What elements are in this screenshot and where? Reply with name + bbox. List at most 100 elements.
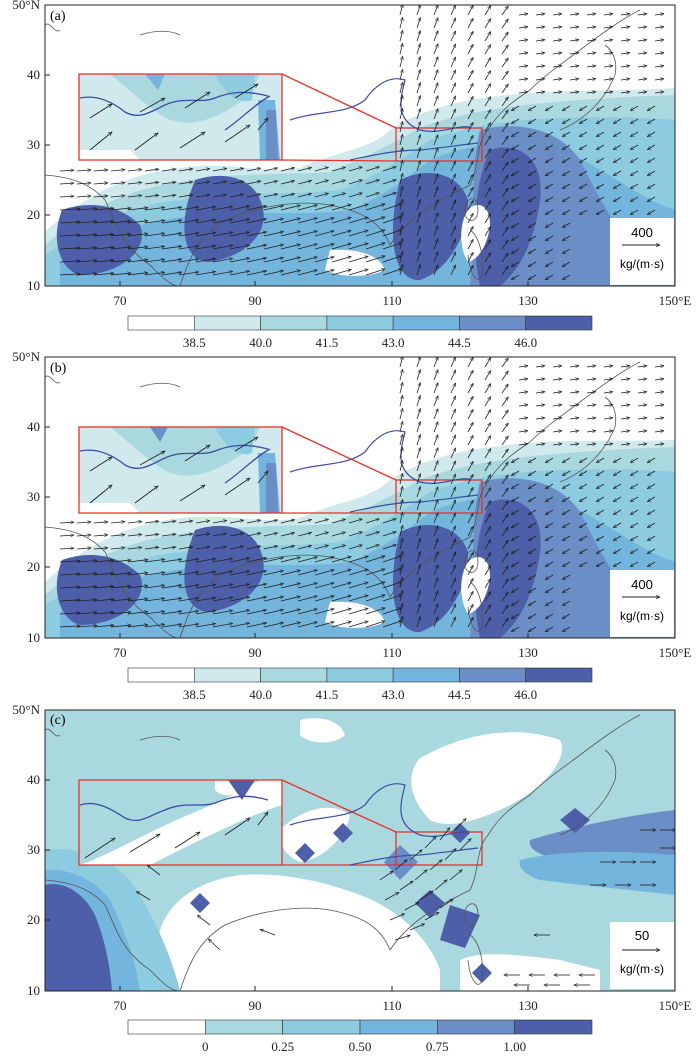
vector-arrow	[528, 274, 537, 280]
vector-arrow	[654, 379, 664, 380]
vector-arrow	[630, 105, 639, 111]
vector-arrow	[501, 149, 508, 159]
vector-arrow	[484, 514, 491, 524]
vector-arrow	[212, 597, 233, 602]
vector-arrow	[552, 405, 562, 406]
vector-arrow	[613, 157, 622, 163]
vector-arrow	[331, 257, 351, 263]
vector-arrow	[613, 196, 622, 202]
vector-arrow	[382, 569, 402, 576]
y-tick-label: 10	[27, 278, 40, 293]
x-tick-label: 70	[114, 645, 127, 660]
vector-arrow	[450, 604, 456, 615]
vector-arrow	[195, 611, 216, 615]
vector-arrow	[365, 532, 379, 537]
vector-arrow	[501, 449, 508, 459]
vector-arrow	[450, 109, 456, 120]
vector-arrow	[562, 157, 571, 163]
vector-arrow	[630, 118, 639, 124]
vector-arrow	[263, 194, 278, 198]
vector-arrow	[314, 557, 334, 563]
vector-arrow	[467, 409, 474, 420]
vector-arrow	[501, 123, 508, 133]
vector-arrow	[603, 79, 613, 80]
vector-arrow	[314, 205, 334, 211]
vector-arrow	[382, 167, 396, 172]
vector-arrow	[433, 200, 438, 211]
vector-arrow	[467, 383, 474, 394]
vector-arrow	[511, 170, 520, 176]
vector-arrow	[467, 448, 474, 459]
vector-arrow	[501, 240, 508, 250]
vector-arrow	[263, 271, 284, 276]
vector-arrow	[76, 196, 91, 197]
vector-arrow	[365, 193, 379, 198]
vector-arrow	[501, 97, 508, 107]
vector-arrow	[637, 40, 647, 41]
vector-arrow	[450, 461, 456, 472]
vector-arrow	[93, 247, 114, 250]
vector-arrow	[433, 265, 438, 276]
vector-arrow	[246, 610, 267, 615]
vector-arrow	[545, 274, 554, 280]
vector-arrow	[620, 66, 630, 67]
vector-arrow	[144, 624, 165, 628]
vector-arrow	[545, 170, 554, 176]
vector-arrow	[579, 144, 588, 150]
vector-arrow	[654, 40, 664, 41]
vector-arrow	[110, 247, 131, 250]
vector-arrow	[450, 396, 456, 407]
vector-arrow	[195, 182, 210, 185]
vector-arrow	[127, 234, 148, 237]
vector-arrow	[212, 520, 227, 524]
colorbar-label: 41.5	[316, 335, 339, 350]
vector-arrow	[501, 188, 508, 198]
vector-arrow	[501, 358, 508, 368]
vector-arrow	[528, 209, 537, 215]
x-tick-label: 150°E	[659, 293, 692, 308]
vector-arrow	[501, 436, 508, 446]
vector-arrow	[331, 622, 351, 628]
vector-arrow	[613, 105, 622, 111]
vector-arrow	[212, 623, 233, 628]
vector-arrow	[569, 53, 579, 54]
vector-arrow	[654, 53, 664, 54]
vector-arrow	[178, 598, 199, 602]
vector-arrow	[433, 44, 438, 55]
vector-arrow	[637, 444, 647, 445]
vector-arrow	[212, 181, 227, 185]
vector-arrow	[603, 27, 613, 28]
vector-arrow	[76, 235, 97, 237]
vector-arrow	[596, 196, 605, 202]
vector-arrow	[416, 96, 420, 107]
vector-arrow	[59, 222, 80, 223]
vector-arrow	[161, 169, 176, 172]
vector-arrow	[545, 522, 554, 528]
vector-arrow	[630, 457, 639, 463]
vector-arrow	[76, 574, 97, 576]
vector-arrow	[518, 40, 528, 41]
vector-arrow	[297, 244, 317, 250]
vector-arrow	[620, 79, 630, 80]
vector-arrow	[511, 509, 520, 515]
vector-arrow	[195, 572, 216, 576]
inset-vector-arrow	[84, 838, 115, 859]
vector-arrow	[630, 509, 639, 515]
panel-c-label: (c)	[50, 713, 66, 728]
vector-arrow	[399, 56, 403, 68]
vector-arrow	[93, 196, 108, 197]
vector-arrow	[314, 545, 329, 550]
vector-arrow	[518, 392, 528, 393]
vector-arrow	[178, 572, 199, 576]
vector-arrow	[93, 612, 114, 615]
vector-arrow	[620, 444, 630, 445]
vector-arrow	[110, 548, 125, 549]
vector-arrow	[630, 196, 639, 202]
vector-arrow	[246, 271, 267, 276]
vector-arrow	[331, 167, 346, 172]
vector-arrow	[297, 231, 317, 237]
vector-arrow	[365, 569, 385, 576]
vector-arrow	[93, 573, 114, 576]
vector-arrow	[178, 182, 193, 185]
